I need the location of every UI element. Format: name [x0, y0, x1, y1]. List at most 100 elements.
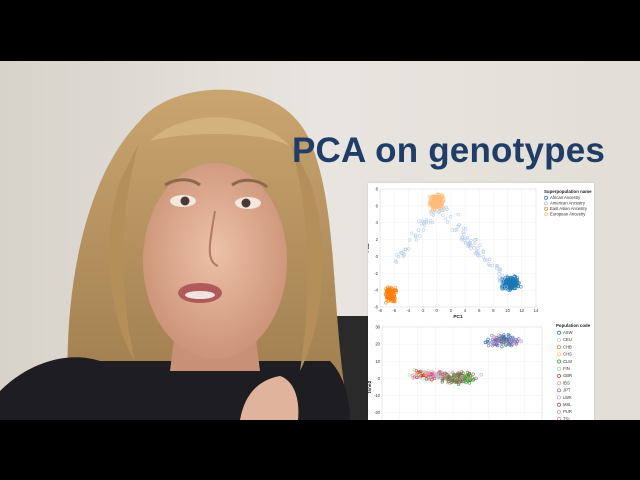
- data-point: [456, 371, 460, 376]
- data-point: [387, 295, 392, 299]
- legend-label: CHS: [563, 352, 572, 357]
- x-tick-label: -4: [406, 308, 410, 313]
- data-point: [423, 370, 427, 374]
- data-point: [495, 264, 500, 268]
- data-point: [505, 274, 509, 278]
- data-point: [460, 236, 464, 240]
- data-point: [507, 339, 511, 343]
- data-point: [495, 263, 499, 268]
- x-tick-label: 12: [519, 308, 524, 313]
- y-tick-label: 4: [376, 220, 379, 225]
- data-point: [417, 219, 421, 223]
- legend-label: ASW: [563, 330, 573, 335]
- data-point: [513, 275, 518, 279]
- y-tick-label: -4: [374, 288, 378, 293]
- data-point: [439, 201, 443, 205]
- legend-label: IBS: [563, 380, 570, 385]
- data-point: [400, 251, 404, 255]
- data-point: [431, 194, 435, 199]
- data-point: [500, 345, 504, 349]
- data-point: [482, 258, 487, 262]
- data-point: [447, 377, 451, 382]
- data-point: [406, 247, 411, 251]
- x-tick-label: 14: [534, 308, 539, 313]
- data-point: [391, 299, 395, 303]
- data-point: [394, 260, 399, 264]
- data-point: [435, 377, 439, 381]
- data-point: [463, 227, 468, 231]
- data-point: [385, 291, 389, 295]
- legend-label: GBR: [563, 373, 572, 378]
- data-point: [498, 269, 502, 273]
- data-point: [486, 262, 491, 266]
- data-point: [456, 382, 461, 386]
- data-point: [496, 337, 501, 341]
- data-point: [490, 263, 494, 268]
- data-point: [434, 205, 438, 210]
- y-tick-label: 2: [376, 237, 379, 242]
- data-point: [426, 371, 431, 375]
- data-point: [430, 220, 435, 225]
- data-point: [432, 371, 436, 375]
- data-point: [396, 255, 401, 259]
- y-tick-label: 20: [375, 342, 380, 347]
- data-point: [451, 379, 455, 384]
- data-point: [402, 253, 406, 257]
- data-point: [440, 380, 444, 384]
- data-point: [418, 376, 422, 380]
- data-point: [430, 369, 434, 373]
- data-point: [504, 285, 508, 289]
- data-point: [489, 342, 494, 347]
- data-point: [486, 344, 491, 348]
- legend-marker: [557, 388, 561, 393]
- data-point: [474, 237, 479, 242]
- x-tick-label: 10: [505, 308, 510, 313]
- data-point: [471, 372, 475, 376]
- legend-label: European Ancestry: [550, 212, 586, 217]
- data-point: [481, 249, 485, 253]
- data-point: [432, 374, 436, 378]
- data-point: [520, 339, 524, 343]
- y-tick-label: -2: [374, 271, 378, 276]
- legend-label: PUR: [563, 409, 572, 414]
- data-point: [424, 218, 429, 222]
- x-tick-label: -6: [392, 308, 396, 313]
- data-point: [420, 377, 425, 381]
- data-point: [413, 234, 418, 239]
- x-tick-label: 2: [450, 308, 453, 313]
- data-point: [445, 220, 450, 224]
- data-point: [453, 375, 457, 379]
- slide-title: PCA on genotypes: [292, 131, 606, 170]
- data-point: [490, 338, 494, 342]
- data-point: [473, 238, 477, 242]
- data-point: [389, 294, 393, 299]
- data-point: [501, 276, 505, 281]
- data-point: [492, 342, 497, 346]
- data-point: [460, 370, 464, 374]
- data-point: [473, 251, 478, 256]
- y-axis-label: PC2: [368, 243, 371, 253]
- data-point: [473, 241, 477, 246]
- data-point: [429, 201, 433, 205]
- legend-label: East Asian Ancestry: [550, 206, 588, 211]
- data-point: [456, 212, 460, 217]
- legend-title: Superpopulation name: [544, 189, 592, 194]
- data-point: [423, 372, 428, 377]
- legend-label: JPT: [563, 388, 571, 393]
- data-point: [519, 340, 523, 344]
- data-point: [502, 333, 506, 337]
- data-point: [497, 278, 502, 282]
- data-point: [456, 224, 460, 229]
- legend-marker: [557, 366, 561, 371]
- data-point: [433, 194, 437, 198]
- x-tick-label: 8: [492, 308, 495, 313]
- data-point: [514, 337, 518, 342]
- y-tick-label: 10: [375, 359, 380, 364]
- legend-marker: [557, 359, 561, 364]
- legend-title: Population code: [556, 323, 591, 328]
- data-point: [457, 223, 461, 227]
- data-point: [443, 216, 448, 221]
- data-point: [512, 274, 516, 279]
- legend-marker: [557, 373, 561, 378]
